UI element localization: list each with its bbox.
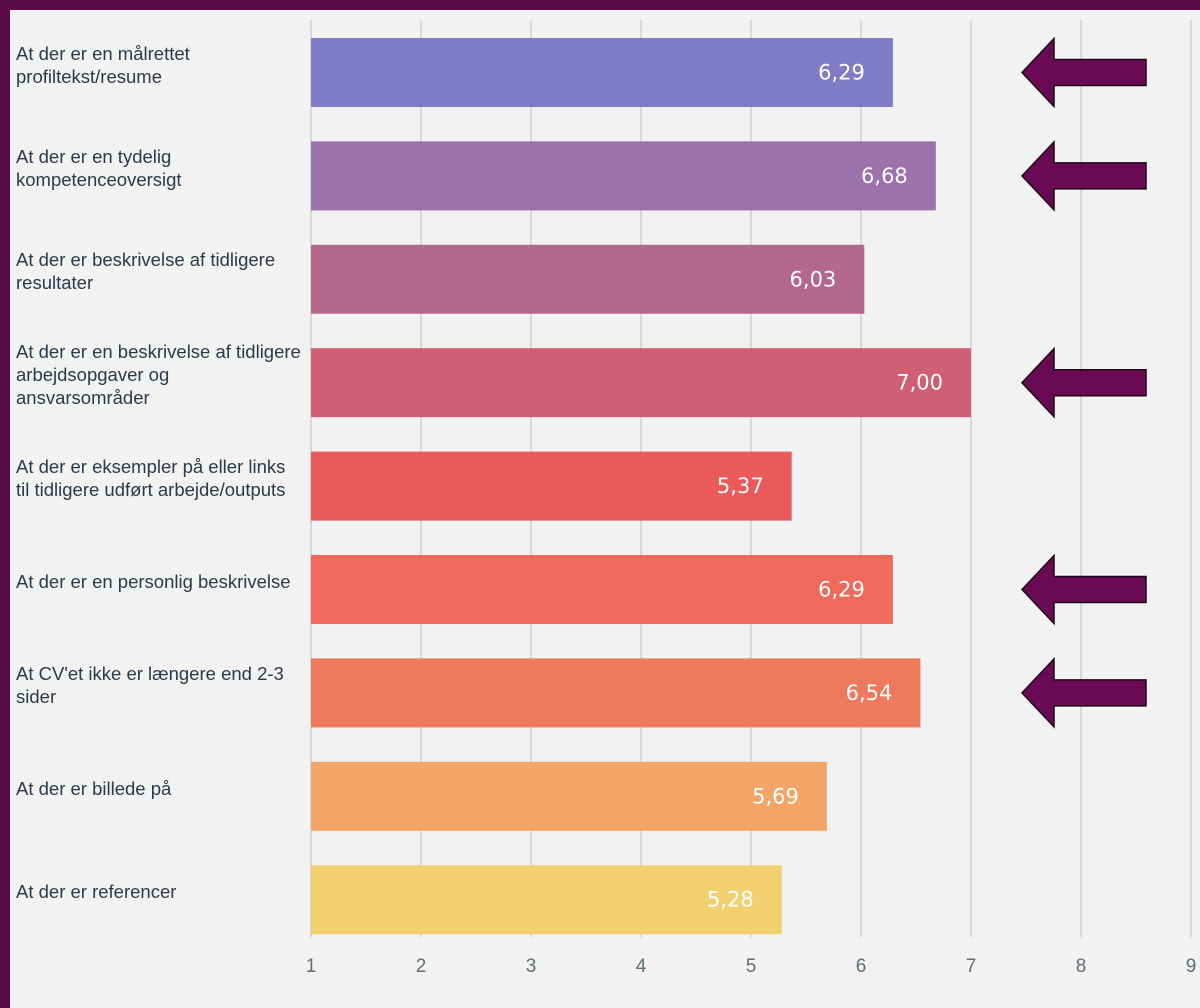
highlight-arrow-icon <box>1020 346 1147 419</box>
bar <box>311 141 936 211</box>
data-label: 7,00 <box>896 371 943 395</box>
x-tick-label: 3 <box>526 956 537 977</box>
x-tick-label: 5 <box>746 956 757 977</box>
category-label: At der er en personlig beskrivelse <box>16 571 291 592</box>
bar <box>311 348 971 418</box>
data-label: 5,28 <box>707 888 754 912</box>
chart-canvas: 1 2 3 4 5 6 7 8 9 6,29 6,68 6,03 7,00 5,37 6,29 6,54 5,6… <box>10 10 1200 1008</box>
bar <box>311 865 782 935</box>
x-tick-label: 6 <box>856 956 867 977</box>
x-tick-label: 2 <box>416 956 427 977</box>
x-tick-label: 9 <box>1186 956 1197 977</box>
category-label: At der er billede på <box>16 777 172 799</box>
x-tick-label: 8 <box>1076 956 1087 977</box>
bar <box>311 658 921 728</box>
x-tick-label: 4 <box>636 956 647 977</box>
category-label: At CV'et ikke er længere end 2-3 sider <box>16 662 284 707</box>
data-label: 5,69 <box>752 784 799 808</box>
category-label: At der er beskrivelse af tidligere resul… <box>16 249 276 294</box>
category-label: At der er en målrettet profiltekst/resum… <box>16 42 190 87</box>
bar <box>311 38 893 107</box>
data-label: 6,29 <box>818 578 865 602</box>
highlight-arrow-icon <box>1020 657 1147 729</box>
category-label: At der er en tydelig kompetenceoversigt <box>16 145 182 190</box>
data-label: 6,54 <box>846 681 893 705</box>
highlight-arrow-icon <box>1020 553 1147 626</box>
bar <box>311 761 827 831</box>
x-tick-label: 7 <box>966 956 977 977</box>
chart-plot: 1 2 3 4 5 6 7 8 9 6,29 6,68 6,03 7,00 5,37 6,29 6,54 5,6… <box>306 20 1197 977</box>
bar <box>311 451 792 521</box>
data-label: 6,03 <box>790 267 837 291</box>
x-tick-label: 1 <box>306 956 317 977</box>
category-label: At der er referencer <box>16 881 177 903</box>
bar <box>311 555 893 624</box>
highlight-arrow-icon <box>1020 36 1147 109</box>
highlight-arrow-icon <box>1020 140 1147 212</box>
category-label: At der er eksempler på eller links til t… <box>16 456 286 501</box>
data-label: 6,68 <box>861 164 908 188</box>
category-label: At der er en beskrivelse af tidligere ar… <box>16 341 301 409</box>
bar <box>311 244 865 314</box>
data-label: 6,29 <box>818 61 865 85</box>
data-label: 5,37 <box>717 474 764 498</box>
